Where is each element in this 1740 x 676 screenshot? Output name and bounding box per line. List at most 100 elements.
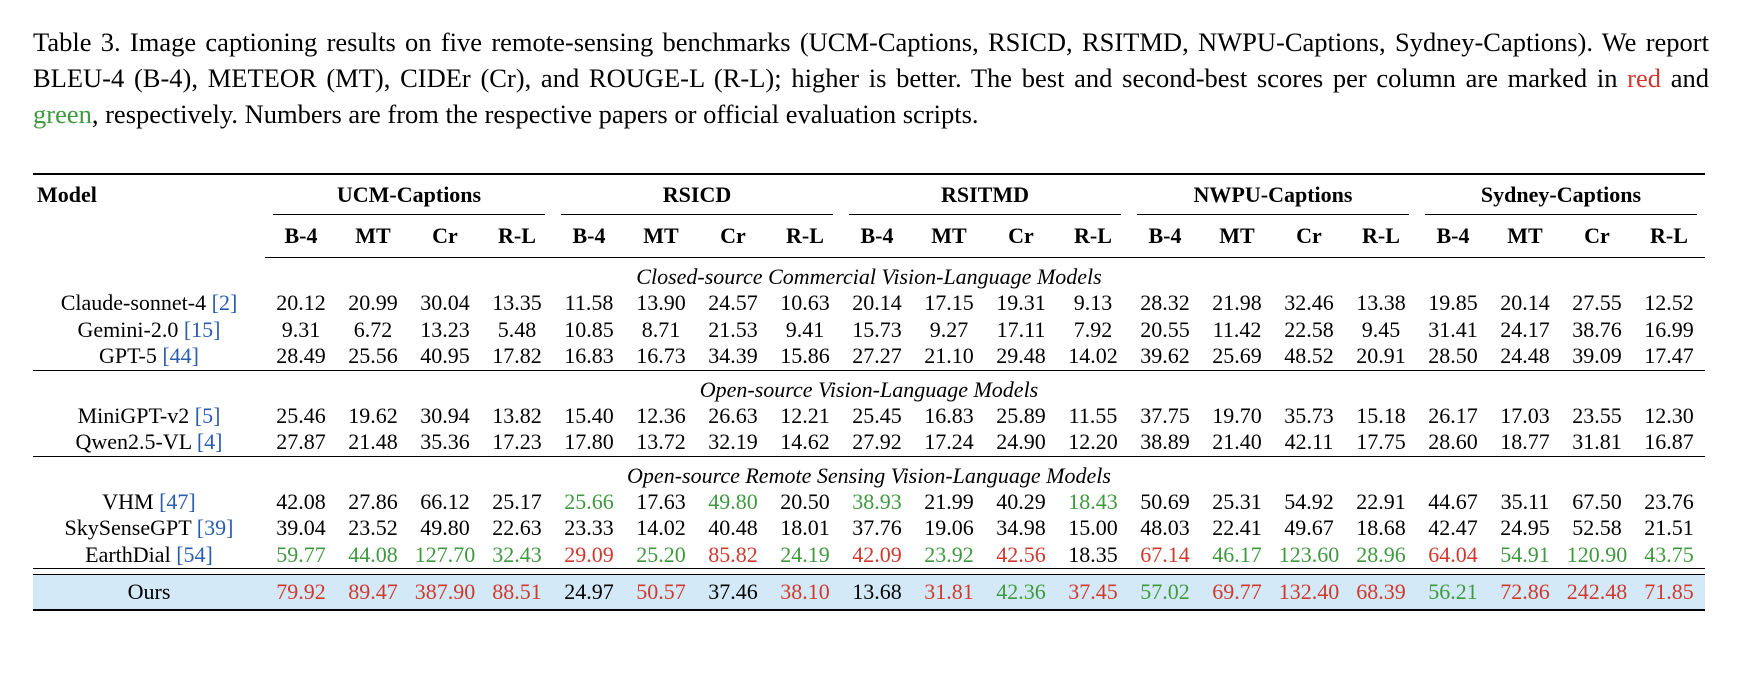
score-cell: 19.06	[924, 515, 974, 541]
score-cell: 127.70	[409, 541, 481, 569]
score-cell: 23.52	[348, 515, 398, 541]
model-row: VHM [47] 42.08 27.86 66.12 25.17 25.66 17.63 49…	[33, 489, 1705, 516]
score-cell: 15.40	[564, 402, 614, 428]
citation: [39]	[196, 515, 234, 541]
score-cell: 37.75	[1140, 402, 1190, 428]
score-cell: 54.92	[1284, 488, 1334, 514]
model-row: MiniGPT-v2 [5] 25.46 19.62 30.94 13.82 15.40 1…	[33, 403, 1705, 430]
score-cell: 11.42	[1212, 316, 1262, 342]
score-cell: 14.02	[636, 515, 686, 541]
score-cell: 12.30	[1644, 402, 1694, 428]
score-cell: 32.19	[697, 429, 769, 457]
score-cell: 72.86	[1489, 574, 1561, 611]
group-header: RSITMD	[841, 173, 1129, 215]
metric-header: MT	[1201, 215, 1273, 258]
score-cell: 24.17	[1500, 316, 1550, 342]
score-cell: 85.82	[697, 541, 769, 569]
score-cell: 54.91	[1489, 541, 1561, 569]
score-cell: 13.38	[1356, 290, 1406, 316]
score-cell: 15.73	[852, 316, 902, 342]
score-cell: 24.48	[1489, 343, 1561, 371]
group-header: Sydney-Captions	[1417, 173, 1705, 215]
metric-header: Cr	[1561, 215, 1633, 258]
score-cell: 25.66	[564, 488, 614, 514]
score-cell: 19.31	[996, 290, 1046, 316]
score-cell: 18.68	[1356, 515, 1406, 541]
score-cell: 19.85	[1428, 290, 1478, 316]
score-cell: 13.72	[625, 429, 697, 457]
metric-header: MT	[625, 215, 697, 258]
model-name: VHM	[102, 488, 154, 514]
score-cell: 7.92	[1073, 316, 1113, 342]
metric-header: Cr	[697, 215, 769, 258]
score-cell: 79.92	[265, 574, 337, 611]
score-cell: 23.55	[1572, 402, 1622, 428]
score-cell: 12.52	[1644, 290, 1694, 316]
score-cell: 35.36	[409, 429, 481, 457]
model-name: Claude-sonnet-4	[60, 290, 207, 316]
caption-text: , respectively. Numbers are from the res…	[91, 99, 979, 129]
model-name: MiniGPT-v2	[77, 402, 190, 428]
score-cell: 20.14	[852, 290, 902, 316]
score-cell: 34.98	[996, 515, 1046, 541]
score-cell: 20.55	[1140, 316, 1190, 342]
score-cell: 49.80	[708, 488, 758, 514]
score-cell: 56.21	[1417, 574, 1489, 611]
score-cell: 242.48	[1561, 574, 1633, 611]
score-cell: 23.92	[913, 541, 985, 569]
score-cell: 28.60	[1417, 429, 1489, 457]
metric-header: Cr	[985, 215, 1057, 258]
score-cell: 39.62	[1129, 343, 1201, 371]
score-cell: 42.56	[985, 541, 1057, 569]
score-cell: 18.01	[780, 515, 830, 541]
group-label: UCM-Captions	[273, 182, 545, 215]
score-cell: 20.14	[1500, 290, 1550, 316]
score-cell: 20.50	[780, 488, 830, 514]
metric-header: R-L	[481, 215, 553, 258]
score-cell: 21.53	[708, 316, 758, 342]
score-cell: 16.99	[1644, 316, 1694, 342]
metric-header: Cr	[409, 215, 481, 258]
score-cell: 12.20	[1057, 429, 1129, 457]
model-cell: SkySenseGPT [39]	[33, 515, 265, 542]
score-cell: 27.87	[265, 429, 337, 457]
score-cell: 9.41	[785, 316, 825, 342]
score-cell: 43.75	[1633, 541, 1705, 569]
section-title: Open-source Vision-Language Models	[699, 376, 1039, 402]
score-cell: 68.39	[1345, 574, 1417, 611]
score-cell: 23.33	[564, 515, 614, 541]
score-cell: 16.83	[553, 343, 625, 371]
score-cell: 10.85	[564, 316, 614, 342]
score-cell: 9.13	[1073, 290, 1113, 316]
score-cell: 387.90	[409, 574, 481, 611]
score-cell: 17.03	[1500, 402, 1550, 428]
score-cell: 35.11	[1500, 488, 1550, 514]
model-name: GPT-5	[98, 343, 157, 369]
score-cell: 12.21	[780, 402, 830, 428]
citation: [54]	[176, 541, 213, 567]
score-cell: 9.27	[929, 316, 969, 342]
group-label: RSICD	[561, 182, 833, 215]
score-cell: 13.90	[636, 290, 686, 316]
metric-header: B-4	[841, 215, 913, 258]
results-table: Model UCM-Captions RSICD RSITMD NWPU-Caption…	[33, 173, 1705, 611]
metric-header: B-4	[1129, 215, 1201, 258]
score-cell: 27.27	[841, 343, 913, 371]
score-cell: 28.49	[265, 343, 337, 371]
score-cell: 24.95	[1500, 515, 1550, 541]
model-name: Qwen2.5-VL	[75, 429, 192, 455]
table-head: Model UCM-Captions RSICD RSITMD NWPU-Caption…	[33, 173, 1705, 258]
model-row: GPT-5 [44] 28.49 25.56 40.95 17.82 16.83 16.73…	[33, 343, 1705, 371]
section-row: Open-source Vision-Language Models	[33, 370, 1705, 403]
score-cell: 17.82	[481, 343, 553, 371]
score-cell: 31.41	[1428, 316, 1478, 342]
score-cell: 42.09	[841, 541, 913, 569]
model-row: Gemini-2.0 [15] 9.31 6.72 13.23 5.48 10.85 8.7…	[33, 317, 1705, 344]
score-cell: 21.48	[337, 429, 409, 457]
score-cell: 21.99	[924, 488, 974, 514]
score-cell: 20.99	[348, 290, 398, 316]
score-cell: 67.50	[1572, 488, 1622, 514]
score-cell: 22.41	[1212, 515, 1262, 541]
score-cell: 123.60	[1273, 541, 1345, 569]
